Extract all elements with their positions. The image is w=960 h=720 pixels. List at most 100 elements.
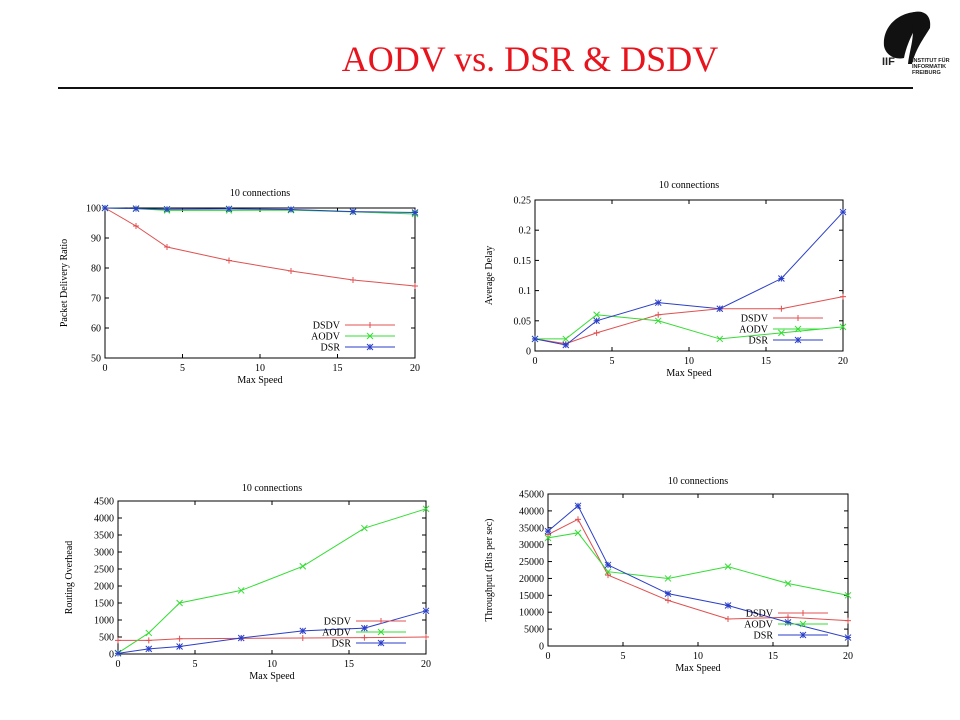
point-dsdv — [605, 572, 611, 579]
chart-title: 10 connections — [242, 483, 302, 494]
y-tick-label: 0 — [539, 642, 544, 653]
x-axis-label: Max Speed — [249, 671, 294, 682]
series-dsr — [531, 208, 847, 349]
point-legend-aodv — [794, 325, 802, 333]
point-aodv — [844, 591, 852, 599]
point-aodv — [593, 311, 600, 319]
y-tick-label: 10000 — [519, 608, 544, 619]
chart-packet-delivery-ratio: 10 connections 50 60 70 80 90 100 0 5 10 15 20 Max S… — [59, 188, 420, 386]
series-dsr — [114, 607, 430, 657]
point-dsr — [724, 602, 732, 609]
y-tick-label: 500 — [99, 633, 114, 644]
point-dsr — [145, 645, 153, 653]
x-tick-label: 20 — [843, 651, 853, 662]
point-legend-dsr — [794, 336, 802, 344]
x-tick-label: 10 — [267, 659, 277, 670]
point-dsdv — [665, 597, 671, 604]
y-tick-label: 80 — [91, 264, 101, 275]
point-dsr — [654, 299, 662, 307]
y-axis-label: Throughput (Bits per sec) — [484, 518, 495, 621]
point-dsr — [574, 502, 582, 510]
x-tick-label: 15 — [344, 659, 354, 670]
point-dsr — [299, 627, 307, 635]
point-dsdv — [655, 311, 662, 318]
point-legend-dsdv — [795, 315, 801, 321]
legend-label-dsdv: DSDV — [741, 314, 769, 325]
series-line-dsdv — [118, 636, 427, 641]
y-tick-label: 0.05 — [514, 316, 532, 327]
chart-average-delay: 10 connections 0 0.05 0.1 0.15 0.2 0.25 0 5 10 15 2… — [484, 180, 848, 379]
legend-label-dsr: DSR — [321, 343, 341, 354]
title-divider — [58, 87, 913, 89]
legend-label-dsdv: DSDV — [746, 609, 774, 620]
point-dsdv — [423, 634, 429, 640]
chart-throughput: 10 connections 0 5000 10000 15000 20000 25000 3… — [484, 476, 853, 674]
point-dsr — [132, 205, 140, 212]
y-tick-label: 25000 — [519, 557, 544, 568]
y-tick-label: 4500 — [94, 497, 114, 508]
point-dsr — [237, 634, 245, 642]
point-dsr — [544, 527, 552, 535]
point-dsr — [225, 205, 233, 213]
series-line-dsdv — [534, 296, 844, 345]
x-tick-label: 0 — [103, 363, 108, 374]
chart-routing-overhead: 10 connections 0 500 1000 1500 2000 2500 3000 35… — [64, 483, 431, 682]
legend-label-dsr: DSR — [332, 639, 352, 650]
y-tick-label: 3500 — [94, 531, 114, 542]
y-tick-label: 45000 — [519, 490, 544, 501]
y-tick-label: 5000 — [524, 625, 544, 636]
point-dsdv — [412, 283, 418, 289]
point-dsdv — [299, 635, 306, 642]
point-dsdv — [288, 268, 294, 274]
series-dsdv — [545, 516, 851, 624]
point-aodv — [544, 534, 552, 542]
y-tick-label: 2500 — [94, 565, 114, 576]
x-axis-label: Max Speed — [237, 375, 282, 386]
point-dsr — [604, 561, 612, 569]
point-dsdv — [361, 634, 368, 641]
x-tick-label: 10 — [255, 363, 265, 374]
y-axis-label: Routing Overhead — [64, 541, 75, 615]
y-tick-label: 15000 — [519, 591, 544, 602]
point-aodv — [562, 335, 570, 343]
y-tick-label: 35000 — [519, 523, 544, 534]
x-tick-label: 15 — [333, 363, 343, 374]
x-tick-label: 10 — [684, 356, 694, 367]
y-tick-label: 0.15 — [514, 256, 532, 267]
point-dsdv — [226, 257, 232, 264]
y-tick-label: 20000 — [519, 574, 544, 585]
series-aodv — [531, 311, 847, 343]
plot-frame — [547, 493, 849, 647]
point-dsr — [562, 341, 570, 349]
x-tick-label: 0 — [546, 651, 551, 662]
legend-label-dsdv: DSDV — [324, 617, 352, 628]
point-dsdv — [176, 635, 183, 642]
legend-label-aodv: AODV — [739, 325, 769, 336]
y-tick-label: 0 — [526, 347, 531, 358]
point-legend-dsr — [799, 631, 807, 639]
chart-title: 10 connections — [659, 180, 719, 191]
logo-letters: IIF — [882, 56, 895, 68]
point-legend-dsr — [377, 639, 385, 647]
point-dsdv — [145, 637, 152, 644]
uni-freiburg-logo-icon — [883, 11, 931, 64]
point-dsr — [716, 305, 724, 313]
legend-label-dsdv: DSDV — [313, 321, 341, 332]
x-tick-label: 20 — [421, 659, 431, 670]
point-aodv — [422, 505, 430, 513]
x-tick-label: 0 — [116, 659, 121, 670]
point-aodv — [778, 329, 785, 337]
point-aodv — [361, 524, 368, 532]
point-dsdv — [575, 516, 581, 523]
point-legend-dsdv — [800, 610, 806, 616]
point-dsdv — [845, 617, 851, 624]
point-dsdv — [778, 305, 785, 312]
point-dsr — [101, 204, 109, 212]
point-dsdv — [840, 293, 846, 300]
point-aodv — [716, 335, 724, 343]
y-tick-label: 4000 — [94, 514, 114, 525]
x-tick-label: 15 — [761, 356, 771, 367]
series-dsdv — [102, 205, 418, 289]
y-tick-label: 60 — [91, 324, 101, 335]
